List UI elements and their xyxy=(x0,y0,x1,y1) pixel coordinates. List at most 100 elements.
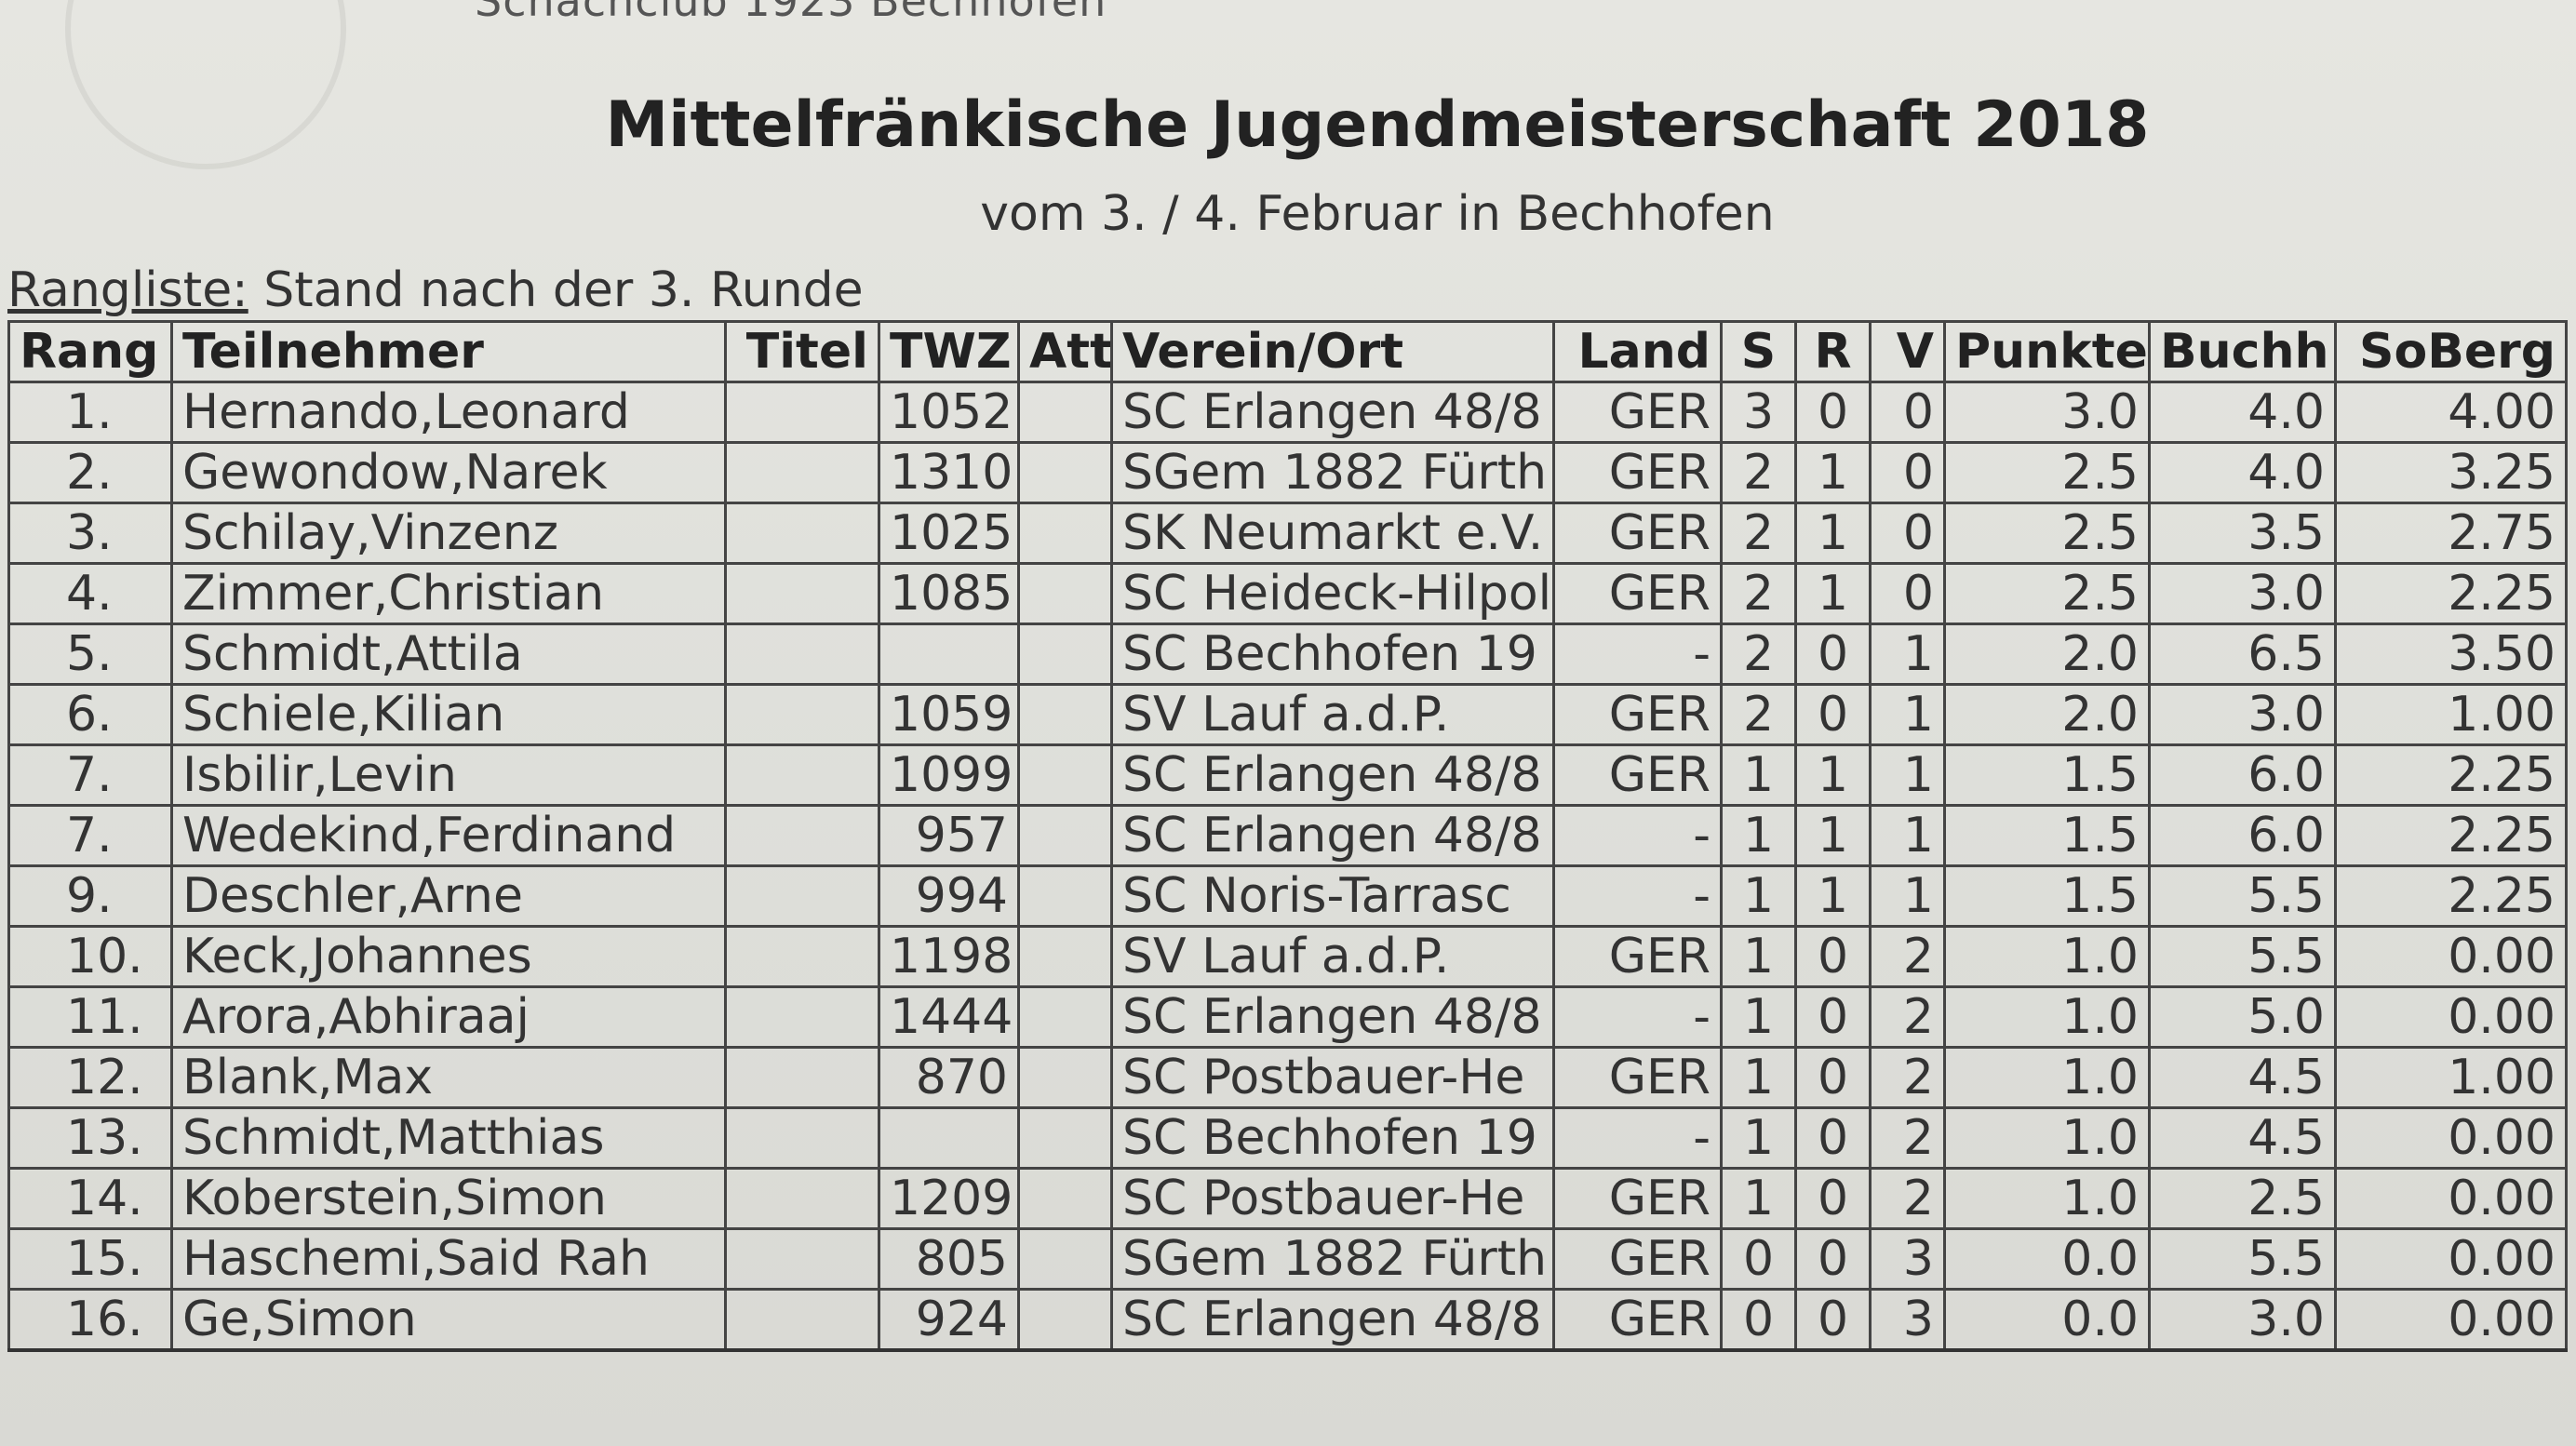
points-cell: 2.5 xyxy=(1943,441,2151,504)
soberg-cell: 0.00 xyxy=(2334,985,2568,1049)
buchholz-cell: 2.5 xyxy=(2148,1167,2337,1230)
table-row: 7. Isbilir,Levin 1099 SC Erlangen 48/8 GER 1 1… xyxy=(7,743,2568,807)
twz-cell: 1025 xyxy=(878,502,1020,565)
twz-cell: 1209 xyxy=(878,1167,1020,1230)
twz-cell: 1310 xyxy=(878,441,1020,504)
twz-cell: 805 xyxy=(878,1227,1020,1291)
soberg-cell: 0.00 xyxy=(2334,1106,2568,1170)
draws-cell: 1 xyxy=(1794,864,1872,928)
losses-cell: 2 xyxy=(1869,1167,1946,1230)
title-cell xyxy=(724,1046,880,1109)
header-att: Att xyxy=(1017,320,1113,383)
club-cell: SC Erlangen 48/8 xyxy=(1110,985,1555,1049)
country-cell: - xyxy=(1552,864,1723,928)
name-cell: Gewondow,Narek xyxy=(170,441,727,504)
twz-cell: 924 xyxy=(878,1288,1020,1352)
points-cell: 2.0 xyxy=(1943,683,2151,746)
twz-cell xyxy=(878,623,1020,686)
club-cell: SC Postbauer-He xyxy=(1110,1046,1555,1109)
club-cell: SC Erlangen 48/8 xyxy=(1110,381,1555,444)
table-header-row: Rang Teilnehmer Titel TWZ Att Verein/Ort Land S… xyxy=(7,320,2568,383)
title-cell xyxy=(724,683,880,746)
rank-cell: 5. xyxy=(7,623,173,686)
name-cell: Haschemi,Said Rah xyxy=(170,1227,727,1291)
wins-cell: 2 xyxy=(1720,683,1797,746)
name-cell: Zimmer,Christian xyxy=(170,562,727,625)
draws-cell: 0 xyxy=(1794,1046,1872,1109)
title-cell xyxy=(724,502,880,565)
table-row: 14. Koberstein,Simon 1209 SC Postbauer-He GE… xyxy=(7,1167,2568,1230)
twz-cell: 1444 xyxy=(878,985,1020,1049)
country-cell: GER xyxy=(1552,743,1723,807)
rank-cell: 7. xyxy=(7,743,173,807)
twz-cell: 957 xyxy=(878,804,1020,867)
draws-cell: 1 xyxy=(1794,502,1872,565)
title-cell xyxy=(724,1227,880,1291)
country-cell: GER xyxy=(1552,1227,1723,1291)
title-cell xyxy=(724,925,880,988)
draws-cell: 0 xyxy=(1794,925,1872,988)
ranglist-status: Stand nach der 3. Runde xyxy=(263,262,864,318)
table-row: 4. Zimmer,Christian 1085 SC Heideck-Hilpol G… xyxy=(7,562,2568,625)
att-cell xyxy=(1017,1106,1113,1170)
losses-cell: 2 xyxy=(1869,1046,1946,1109)
name-cell: Ge,Simon xyxy=(170,1288,727,1352)
name-cell: Keck,Johannes xyxy=(170,925,727,988)
buchholz-cell: 4.5 xyxy=(2148,1046,2337,1109)
losses-cell: 1 xyxy=(1869,743,1946,807)
table-row: 11. Arora,Abhiraaj 1444 SC Erlangen 48/8-1 0… xyxy=(7,985,2568,1049)
wins-cell: 2 xyxy=(1720,562,1797,625)
rank-cell: 9. xyxy=(7,864,173,928)
standings-table: Rang Teilnehmer Titel TWZ Att Verein/Ort Land S… xyxy=(7,320,2568,1352)
country-cell: - xyxy=(1552,623,1723,686)
points-cell: 3.0 xyxy=(1943,381,2151,444)
club-cell: SC Erlangen 48/8 xyxy=(1110,1288,1555,1352)
country-cell: GER xyxy=(1552,1288,1723,1352)
att-cell xyxy=(1017,1167,1113,1230)
table-row: 12. Blank,Max 870 SC Postbauer-He GER 1 0 2 1.0 4… xyxy=(7,1046,2568,1109)
att-cell xyxy=(1017,925,1113,988)
ranglist-caption: Rangliste: Stand nach der 3. Runde xyxy=(7,262,864,318)
wins-cell: 1 xyxy=(1720,985,1797,1049)
points-cell: 1.5 xyxy=(1943,864,2151,928)
name-cell: Blank,Max xyxy=(170,1046,727,1109)
buchholz-cell: 6.0 xyxy=(2148,743,2337,807)
buchholz-cell: 3.0 xyxy=(2148,1288,2337,1352)
losses-cell: 1 xyxy=(1869,623,1946,686)
table-row: 15. Haschemi,Said Rah 805 SGem 1882 Fürth GE… xyxy=(7,1227,2568,1291)
page-title: Mittelfränkische Jugendmeisterschaft 201… xyxy=(605,88,2150,162)
soberg-cell: 1.00 xyxy=(2334,1046,2568,1109)
losses-cell: 2 xyxy=(1869,985,1946,1049)
header-r: R xyxy=(1794,320,1872,383)
buchholz-cell: 5.5 xyxy=(2148,1227,2337,1291)
points-cell: 1.5 xyxy=(1943,743,2151,807)
rank-cell: 4. xyxy=(7,562,173,625)
name-cell: Isbilir,Levin xyxy=(170,743,727,807)
wins-cell: 0 xyxy=(1720,1227,1797,1291)
draws-cell: 1 xyxy=(1794,441,1872,504)
wins-cell: 2 xyxy=(1720,623,1797,686)
soberg-cell: 0.00 xyxy=(2334,925,2568,988)
buchholz-cell: 4.5 xyxy=(2148,1106,2337,1170)
losses-cell: 0 xyxy=(1869,381,1946,444)
wins-cell: 1 xyxy=(1720,1167,1797,1230)
losses-cell: 0 xyxy=(1869,562,1946,625)
losses-cell: 0 xyxy=(1869,502,1946,565)
header-verein: Verein/Ort xyxy=(1110,320,1555,383)
losses-cell: 1 xyxy=(1869,683,1946,746)
buchholz-cell: 3.0 xyxy=(2148,562,2337,625)
draws-cell: 1 xyxy=(1794,804,1872,867)
table-row: 1. Hernando,Leonard 1052 SC Erlangen 48/8 GE… xyxy=(7,381,2568,444)
club-cell: SV Lauf a.d.P. xyxy=(1110,683,1555,746)
table-row: 6. Schiele,Kilian 1059 SV Lauf a.d.P. GER 2 0 1… xyxy=(7,683,2568,746)
header-teilnehmer: Teilnehmer xyxy=(170,320,727,383)
table-row: 2. Gewondow,Narek 1310 SGem 1882 Fürth GER 2 1… xyxy=(7,441,2568,504)
points-cell: 1.0 xyxy=(1943,985,2151,1049)
soberg-cell: 2.75 xyxy=(2334,502,2568,565)
name-cell: Schilay,Vinzenz xyxy=(170,502,727,565)
buchholz-cell: 4.0 xyxy=(2148,381,2337,444)
soberg-cell: 0.00 xyxy=(2334,1227,2568,1291)
points-cell: 1.0 xyxy=(1943,925,2151,988)
club-cell: SC Erlangen 48/8 xyxy=(1110,804,1555,867)
